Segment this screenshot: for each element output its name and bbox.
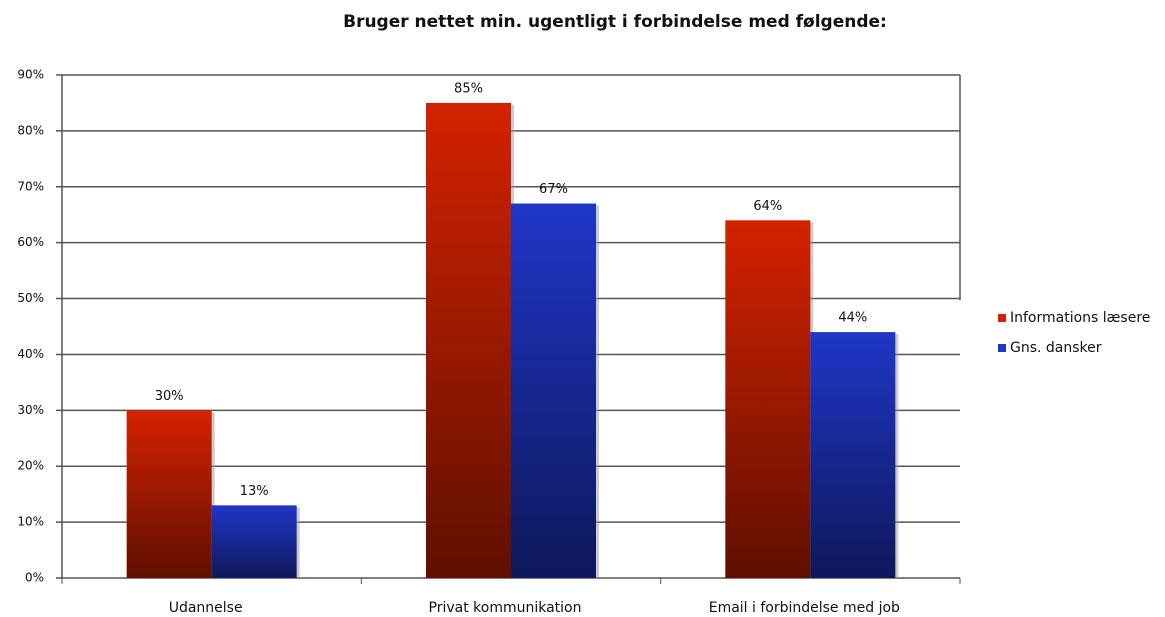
data-label: 85% bbox=[454, 81, 483, 96]
bar bbox=[725, 220, 811, 579]
legend-label: Gns. dansker bbox=[1010, 340, 1102, 356]
y-tick-label: 70% bbox=[17, 179, 44, 193]
bar bbox=[511, 203, 596, 579]
y-tick-label: 50% bbox=[17, 291, 44, 305]
y-tick-label: 10% bbox=[17, 515, 44, 529]
x-tick-label: Privat kommunikation bbox=[429, 600, 582, 616]
data-label: 67% bbox=[539, 182, 568, 197]
y-tick-label: 20% bbox=[17, 459, 44, 473]
y-tick-label: 90% bbox=[17, 68, 44, 82]
data-label: 30% bbox=[155, 389, 184, 404]
chart-title: Bruger nettet min. ugentligt i forbindel… bbox=[343, 12, 887, 32]
legend-swatch bbox=[998, 314, 1006, 322]
bar bbox=[426, 102, 511, 578]
legend-label: Informations læsere bbox=[1010, 310, 1150, 326]
y-tick-label: 80% bbox=[17, 123, 44, 137]
data-label: 64% bbox=[753, 199, 782, 214]
bar bbox=[810, 332, 896, 578]
x-tick-label: Udannelse bbox=[169, 600, 243, 616]
x-tick-label: Email i forbindelse med job bbox=[709, 600, 900, 616]
y-tick-label: 30% bbox=[17, 403, 44, 417]
bar bbox=[126, 410, 212, 578]
legend-swatch bbox=[998, 344, 1006, 352]
y-tick-label: 60% bbox=[17, 235, 44, 249]
y-tick-label: 40% bbox=[17, 347, 44, 361]
bar bbox=[211, 505, 297, 578]
data-label: 44% bbox=[838, 311, 867, 326]
y-tick-label: 0% bbox=[25, 571, 44, 585]
data-label: 13% bbox=[240, 484, 269, 499]
